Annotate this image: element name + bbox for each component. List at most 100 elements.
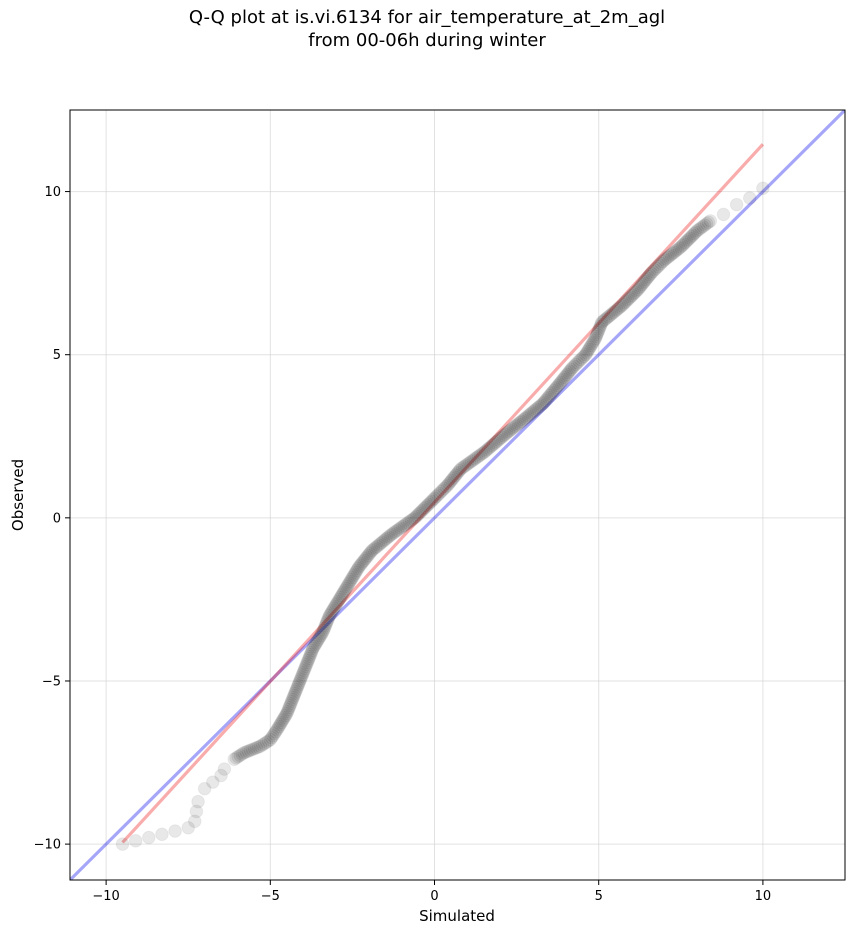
quantile-point — [181, 820, 196, 835]
quantile-point — [323, 607, 338, 621]
quantile-point — [742, 191, 757, 205]
quantile-point — [300, 655, 315, 670]
quantile-point — [317, 621, 332, 635]
quantile-point — [651, 259, 665, 274]
x-tick-label: 5 — [595, 889, 603, 904]
quantile-point — [446, 471, 460, 486]
x-tick-label: 0 — [430, 889, 438, 904]
quantile-point — [468, 452, 482, 466]
quantile-point — [676, 237, 691, 251]
quantile-point — [678, 235, 693, 250]
quantile-point — [324, 605, 339, 619]
quantile-point — [402, 514, 417, 529]
quantile-point — [418, 500, 433, 515]
quantile-point — [247, 741, 262, 756]
quantile-point — [325, 603, 340, 618]
quantile-point — [365, 543, 379, 558]
quantile-point — [643, 267, 657, 282]
quantile-point — [516, 413, 530, 427]
quantile-point — [563, 364, 577, 378]
quantile-point — [451, 465, 465, 479]
fit-line — [121, 143, 765, 844]
quantile-point — [266, 728, 280, 743]
quantile-point — [357, 553, 372, 568]
quantile-point — [589, 329, 604, 344]
quantile-point — [249, 741, 264, 755]
quantile-point — [447, 470, 462, 484]
plot-frame — [69, 109, 846, 881]
quantile-point — [559, 369, 573, 383]
quantile-point — [475, 447, 489, 461]
quantile-point — [328, 599, 342, 614]
quantile-point — [542, 388, 557, 403]
quantile-point — [263, 732, 278, 747]
quantile-point — [264, 730, 279, 745]
quantile-point — [333, 590, 348, 605]
quantile-point — [319, 617, 333, 631]
quantile-point — [509, 418, 524, 432]
quantile-point — [538, 393, 553, 408]
quantile-point — [490, 434, 504, 449]
quantile-point — [302, 651, 316, 666]
quantile-point — [649, 261, 663, 276]
quantile-point — [577, 349, 591, 364]
quantile-point — [587, 333, 602, 348]
quantile-point — [729, 197, 744, 212]
quantile-point — [579, 346, 594, 360]
quantile-point — [311, 632, 326, 647]
quantile-point — [601, 309, 616, 324]
quantile-point — [255, 738, 270, 752]
quantile-point — [408, 511, 422, 525]
quantile-point — [368, 540, 383, 555]
quantile-point — [308, 637, 322, 652]
quantile-point — [688, 225, 703, 240]
quantile-point — [233, 748, 247, 763]
quantile-point — [578, 347, 593, 362]
quantile-point — [293, 672, 308, 686]
quantile-point — [551, 378, 565, 393]
quantile-point — [295, 668, 310, 682]
quantile-point — [575, 351, 590, 365]
quantile-point — [644, 266, 659, 280]
quantile-point — [353, 558, 368, 572]
quantile-point — [540, 391, 554, 406]
quantile-point — [259, 735, 274, 750]
quantile-point — [692, 222, 706, 237]
quantile-point — [284, 696, 298, 711]
quantile-point — [596, 313, 611, 328]
quantile-point — [464, 454, 479, 469]
quantile-point — [564, 362, 578, 377]
quantile-point — [335, 587, 350, 601]
quantile-point — [499, 426, 514, 440]
quantile-point — [296, 666, 310, 680]
quantile-point — [373, 536, 388, 551]
quantile-point — [293, 674, 307, 688]
quantile-point — [378, 532, 393, 547]
quantile-point — [476, 445, 491, 460]
quantile-point — [593, 319, 608, 333]
quantile-point — [235, 747, 249, 761]
quantile-point — [681, 232, 696, 247]
grid — [70, 110, 845, 880]
y-tick-label: −5 — [42, 674, 61, 689]
quantile-point — [647, 263, 662, 277]
quantile-point — [321, 610, 336, 625]
quantile-point — [430, 488, 445, 502]
quantile-point — [302, 649, 317, 664]
quantile-point — [392, 522, 406, 536]
quantile-point — [541, 390, 556, 404]
quantile-point — [471, 449, 486, 464]
quantile-point — [675, 238, 690, 253]
quantile-point — [261, 734, 276, 748]
quantile-point — [272, 719, 286, 734]
quantile-point — [450, 466, 464, 481]
quantile-point — [586, 335, 601, 349]
quantile-point — [331, 594, 345, 609]
quantile-point — [386, 526, 401, 540]
quantile-point — [364, 545, 378, 559]
quantile-point — [277, 710, 292, 725]
quantile-point — [633, 279, 648, 293]
quantile-point — [620, 293, 635, 307]
quantile-point — [514, 414, 529, 429]
quantile-point — [290, 680, 305, 694]
